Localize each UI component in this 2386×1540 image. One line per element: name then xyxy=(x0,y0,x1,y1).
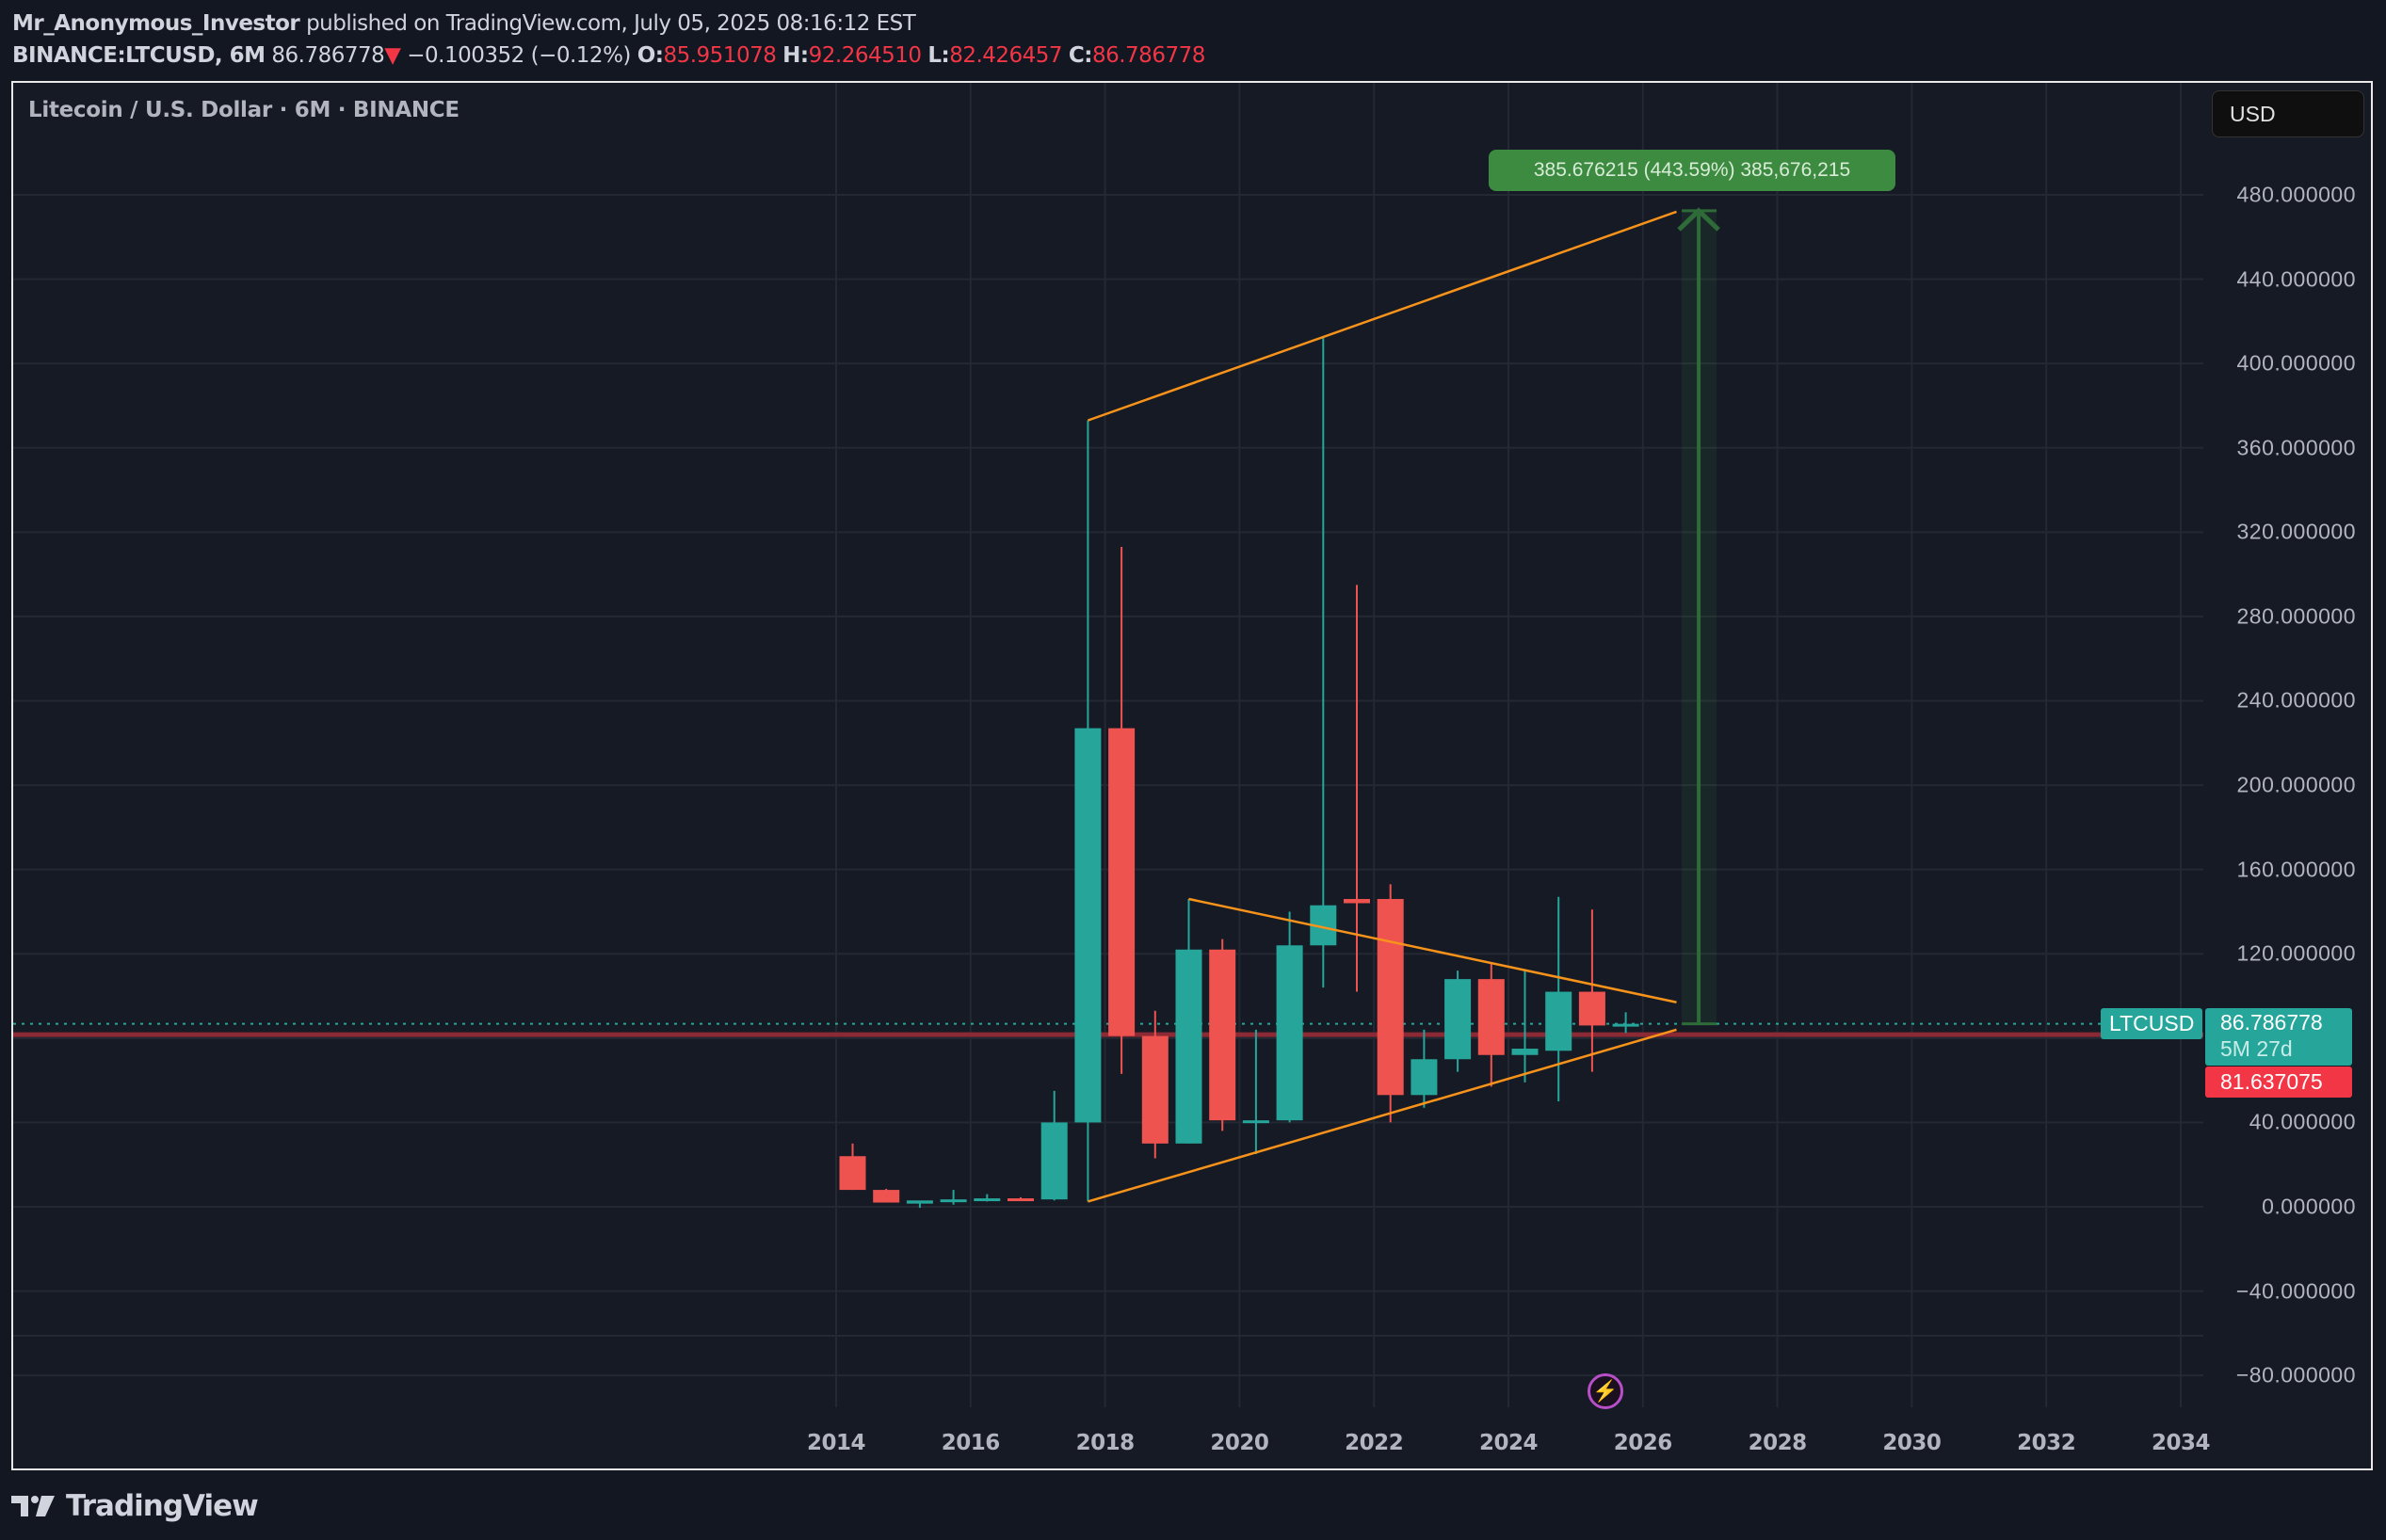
candle-down xyxy=(1108,728,1136,1036)
high-value: 92.264510 xyxy=(808,43,922,68)
price-change: −0.100352 (−0.12%) xyxy=(407,43,631,68)
candle-down xyxy=(1377,899,1404,1096)
candle-up xyxy=(940,1199,967,1203)
time-axis-label: 2028 xyxy=(1748,1431,1808,1455)
candle-down xyxy=(873,1190,900,1203)
time-axis-label: 2022 xyxy=(1345,1431,1404,1455)
lightning-bolt-icon[interactable]: ⚡ xyxy=(1588,1373,1623,1409)
tradingview-logo-icon xyxy=(11,1496,55,1516)
price-axis-label: −40.000000 xyxy=(2235,1278,2356,1304)
candle-up xyxy=(1074,728,1102,1123)
candle-down xyxy=(1477,979,1505,1055)
candle-up xyxy=(1411,1059,1438,1096)
candle-up xyxy=(974,1198,1001,1202)
candle-up xyxy=(1175,949,1202,1144)
candle-up xyxy=(1242,1120,1269,1124)
time-axis-label: 2026 xyxy=(1613,1431,1673,1455)
series-legend[interactable]: Litecoin / U.S. Dollar · 6M · BINANCE xyxy=(28,98,459,122)
price-axis-label: 40.000000 xyxy=(2249,1109,2356,1134)
price-axis-label: 160.000000 xyxy=(2236,857,2356,882)
time-axis-label: 2034 xyxy=(2151,1431,2211,1455)
open-label: O: xyxy=(637,43,664,68)
price-axis-label: 120.000000 xyxy=(2236,940,2356,966)
price-axis-label: 320.000000 xyxy=(2236,519,2356,544)
trendline xyxy=(1188,897,1677,1003)
close-label: C: xyxy=(1068,43,1093,68)
symbol-name: BINANCE:LTCUSD, 6M xyxy=(12,43,266,68)
time-axis-label: 2014 xyxy=(806,1431,866,1455)
price-axis-label: 400.000000 xyxy=(2236,350,2356,376)
tradingview-logo[interactable]: TradingView xyxy=(11,1489,259,1523)
price-axis-label: 440.000000 xyxy=(2236,266,2356,292)
price-axis-label: 280.000000 xyxy=(2236,603,2356,629)
publish-text: published on TradingView.com, July 05, 2… xyxy=(306,11,916,36)
candle-up xyxy=(1040,1122,1068,1200)
last-price-value: 86.786778 xyxy=(2220,1010,2323,1035)
down-arrow-icon: ▼ xyxy=(384,43,401,68)
price-axis-label: 240.000000 xyxy=(2236,687,2356,713)
close-value: 86.786778 xyxy=(1091,43,1205,68)
candle-down xyxy=(1141,1035,1169,1144)
candle-down xyxy=(1344,899,1370,904)
last-price: 86.786778 xyxy=(271,43,385,68)
chart-frame[interactable] xyxy=(11,81,2373,1470)
time-axis-label: 2016 xyxy=(941,1431,1001,1455)
last-price-tag: 86.786778 5M 27d xyxy=(2205,1008,2352,1066)
bar-countdown: 5M 27d xyxy=(2220,1036,2293,1061)
publish-info: Mr_Anonymous_Investor published on Tradi… xyxy=(12,8,1205,40)
price-axis-label: 200.000000 xyxy=(2236,772,2356,797)
candle-up xyxy=(1444,979,1472,1060)
candle-up xyxy=(1612,1023,1639,1027)
currency-button[interactable]: USD xyxy=(2212,90,2364,137)
trendline xyxy=(1088,1028,1677,1203)
low-label: L: xyxy=(927,43,950,68)
brand-name: TradingView xyxy=(66,1489,259,1523)
candle-up xyxy=(1511,1049,1539,1055)
candle-down xyxy=(1578,991,1605,1026)
candle-down xyxy=(1209,949,1236,1121)
publish-header: Mr_Anonymous_Investor published on Tradi… xyxy=(12,8,1205,72)
author-name[interactable]: Mr_Anonymous_Investor xyxy=(12,11,300,36)
time-axis-label: 2032 xyxy=(2017,1431,2076,1455)
symbol-tag: LTCUSD xyxy=(2101,1008,2203,1039)
candle-up xyxy=(1276,945,1303,1121)
price-axis-label: 480.000000 xyxy=(2236,182,2356,207)
candle-up xyxy=(1545,991,1572,1051)
price-axis-label: −80.000000 xyxy=(2235,1362,2356,1388)
price-axis-label: 0.000000 xyxy=(2262,1194,2356,1219)
candle-down xyxy=(839,1156,866,1191)
time-axis-label: 2030 xyxy=(1882,1431,1942,1455)
candle-down xyxy=(1008,1198,1034,1202)
high-label: H: xyxy=(782,43,809,68)
price-range-label[interactable]: 385.676215 (443.59%) 385,676,215 xyxy=(1489,150,1895,191)
symbol-ohlc-line: BINANCE:LTCUSD, 6M 86.786778▼ −0.100352 … xyxy=(12,40,1205,72)
trendline xyxy=(1087,210,1677,422)
horizontal-line-price-tag: 81.637075 xyxy=(2205,1067,2352,1098)
time-axis-label: 2024 xyxy=(1478,1431,1539,1455)
open-value: 85.951078 xyxy=(663,43,777,68)
candle-up xyxy=(906,1200,933,1204)
time-axis-label: 2020 xyxy=(1210,1431,1269,1455)
price-axis-label: 360.000000 xyxy=(2236,435,2356,460)
time-axis-label: 2018 xyxy=(1075,1431,1136,1455)
low-value: 82.426457 xyxy=(949,43,1063,68)
